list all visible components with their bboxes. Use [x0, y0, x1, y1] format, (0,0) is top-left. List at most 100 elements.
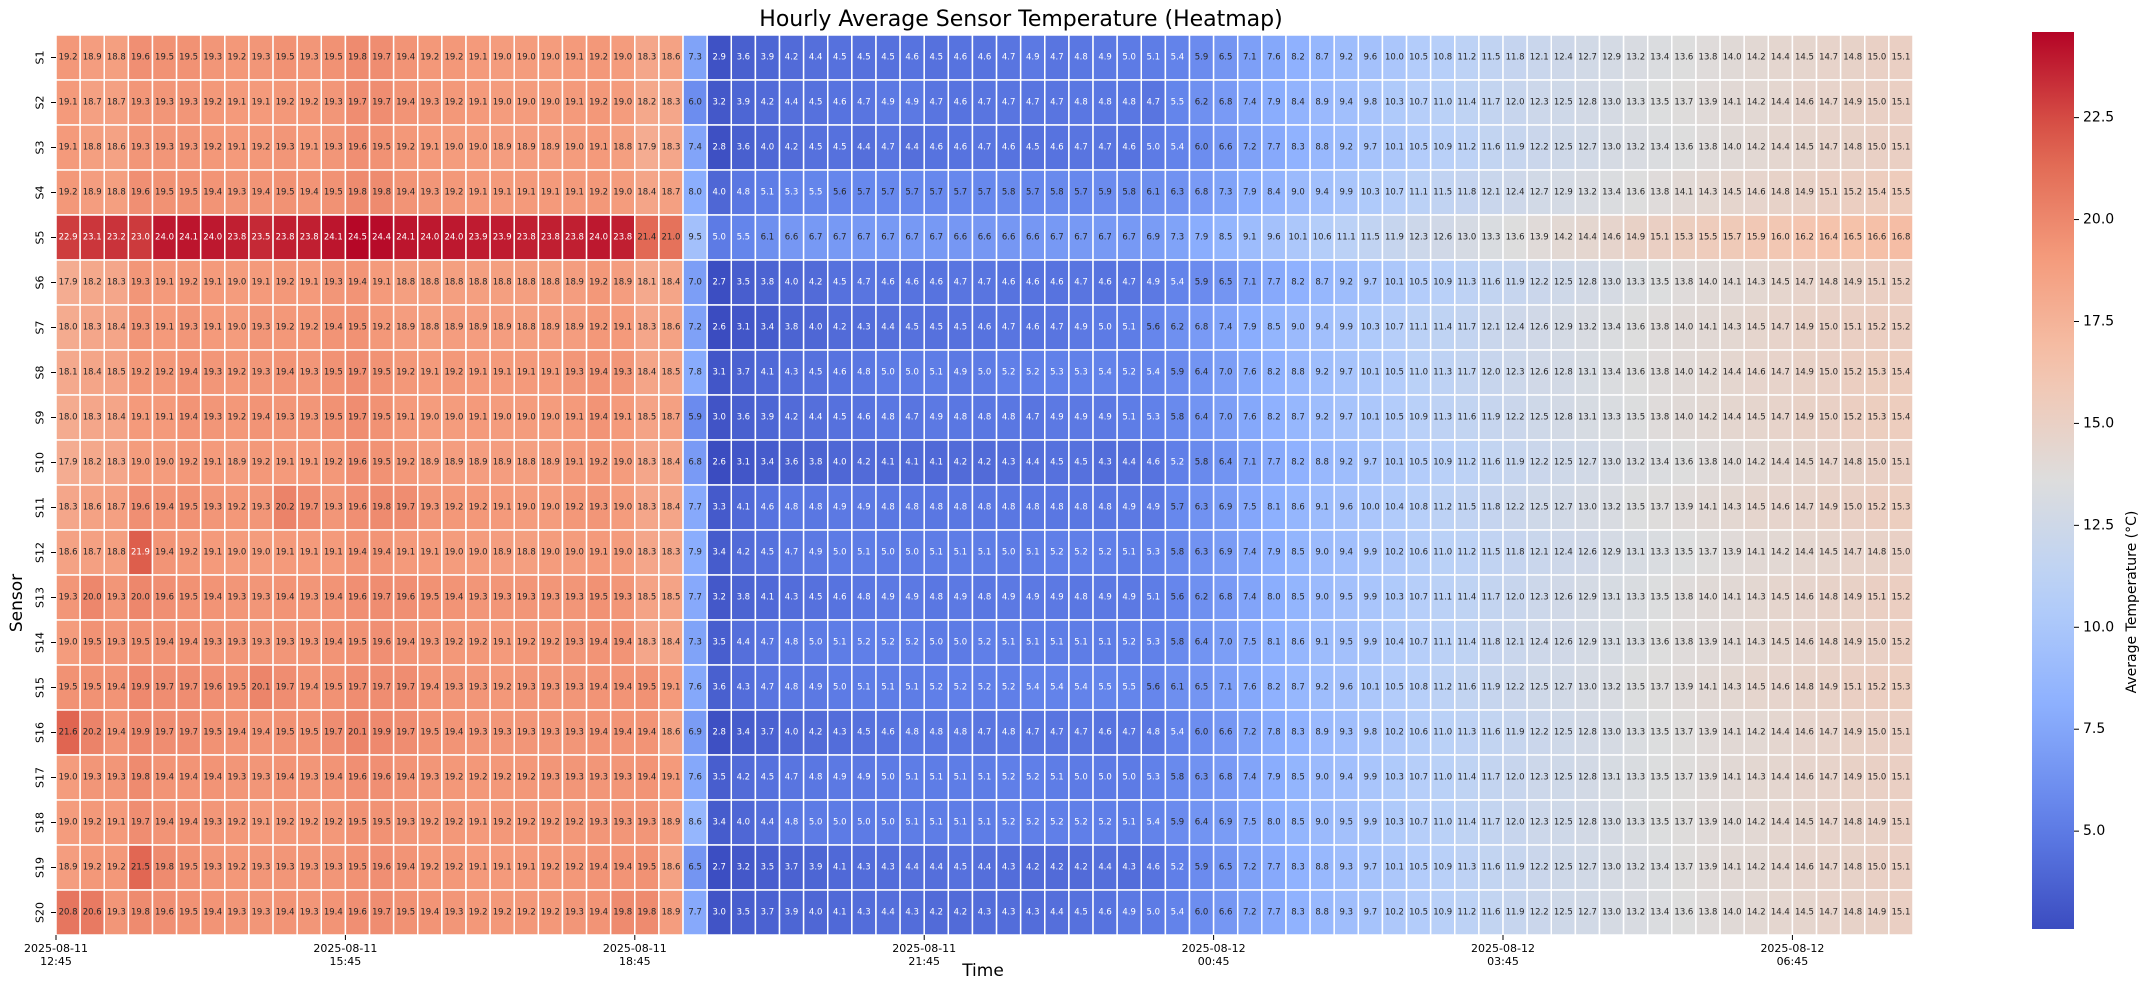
heatmap-cell — [344, 394, 371, 441]
cell-value-label: 20.1 — [252, 683, 271, 693]
cell-value-label: 5.2 — [1026, 368, 1040, 378]
cell-value-label: 18.3 — [637, 53, 656, 63]
cell-value-label: 10.5 — [1409, 908, 1428, 918]
cell-value-label: 10.3 — [1385, 773, 1404, 783]
cell-value-label: 16.5 — [1843, 233, 1862, 243]
heatmap-cell — [1719, 619, 1745, 666]
cell-value-label: 9.9 — [1339, 323, 1353, 333]
cell-value-label: 11.9 — [1506, 728, 1525, 738]
cell-value-label: 19.2 — [444, 818, 463, 828]
cell-value-label: 12.7 — [1578, 863, 1597, 873]
cell-value-label: 7.3 — [1171, 233, 1185, 243]
cell-value-label: 18.8 — [107, 188, 126, 198]
cell-value-label: 13.9 — [1723, 548, 1742, 558]
cell-value-label: 19.5 — [324, 683, 343, 693]
cell-value-label: 15.0 — [1819, 323, 1838, 333]
cell-value-label: 18.9 — [83, 188, 102, 198]
cell-value-label: 13.8 — [1699, 908, 1718, 918]
cell-value-label: 19.1 — [276, 548, 295, 558]
cell-value-label: 13.0 — [1602, 143, 1621, 153]
cell-value-label: 6.6 — [1026, 233, 1040, 243]
cell-value-label: 19.4 — [589, 728, 608, 738]
cell-value-label: 19.2 — [565, 818, 584, 828]
x-tick-label: 2025-08-12 — [1760, 942, 1824, 955]
cell-value-label: 7.1 — [1243, 53, 1257, 63]
heatmap-cell — [1044, 709, 1070, 756]
heatmap-cell — [127, 214, 154, 261]
cell-value-label: 4.9 — [1098, 413, 1112, 423]
heatmap-cell — [1429, 304, 1456, 351]
heatmap-cell — [658, 484, 684, 531]
cell-value-label: 3.4 — [737, 728, 751, 738]
cell-value-label: 5.8 — [1171, 548, 1185, 558]
heatmap-cell — [55, 709, 81, 756]
cell-value-label: 4.0 — [785, 278, 799, 288]
heatmap-cell — [923, 889, 950, 936]
heatmap-cell — [658, 619, 684, 666]
cell-value-label: 10.7 — [1409, 773, 1428, 783]
cell-value-label: 13.0 — [1602, 98, 1621, 108]
cell-value-label: 19.0 — [155, 458, 174, 468]
cell-value-label: 6.3 — [1171, 188, 1185, 198]
cell-value-label: 14.0 — [1699, 278, 1718, 288]
cell-value-label: 19.7 — [372, 908, 391, 918]
heatmap-cell — [1646, 34, 1673, 81]
cell-value-label: 11.2 — [1457, 53, 1476, 63]
cell-value-label: 5.1 — [1026, 548, 1040, 558]
cell-value-label: 10.1 — [1385, 143, 1404, 153]
cell-value-label: 18.4 — [662, 278, 681, 288]
cell-value-label: 18.0 — [59, 323, 78, 333]
cell-value-label: 10.4 — [1385, 638, 1404, 648]
cell-value-label: 12.2 — [1530, 458, 1549, 468]
cell-value-label: 19.4 — [589, 638, 608, 648]
heatmap-cell — [1164, 754, 1191, 801]
cell-value-label: 6.5 — [1219, 53, 1233, 63]
cell-value-label: 4.2 — [930, 908, 944, 918]
cell-value-label: 9.8 — [1364, 98, 1378, 108]
cell-value-label: 5.7 — [881, 188, 895, 198]
heatmap-cell — [851, 169, 877, 216]
cell-value-label: 19.7 — [300, 503, 319, 513]
cell-value-label: 14.7 — [1771, 413, 1790, 423]
cell-value-label: 19.3 — [131, 323, 150, 333]
heatmap-cell — [706, 574, 733, 621]
cell-value-label: 13.5 — [1650, 728, 1669, 738]
cell-value-label: 12.1 — [1530, 548, 1549, 558]
cell-value-label: 5.9 — [1098, 188, 1112, 198]
heatmap-cell — [1285, 709, 1311, 756]
cell-value-label: 18.6 — [83, 503, 102, 513]
cell-value-label: 15.2 — [1867, 503, 1886, 513]
cell-value-label: 19.3 — [179, 323, 198, 333]
heatmap-cell — [1454, 619, 1480, 666]
heatmap-cell — [513, 394, 540, 441]
heatmap-cell — [1333, 574, 1360, 621]
heatmap-cell — [875, 709, 901, 756]
cell-value-label: 11.6 — [1481, 278, 1500, 288]
heatmap-cell — [1454, 34, 1480, 81]
cell-value-label: 5.8 — [1171, 773, 1185, 783]
heatmap-cell — [1309, 259, 1335, 306]
cell-value-label: 18.9 — [396, 323, 415, 333]
heatmap-cell — [1888, 754, 1914, 801]
cell-value-label: 6.6 — [785, 233, 799, 243]
cell-value-label: 10.7 — [1385, 323, 1404, 333]
heatmap-cell — [1888, 484, 1914, 531]
cell-value-label: 4.3 — [905, 908, 919, 918]
cell-value-label: 7.7 — [1267, 278, 1281, 288]
cell-value-label: 16.2 — [1795, 233, 1814, 243]
cell-value-label: 19.1 — [493, 188, 512, 198]
cell-value-label: 18.3 — [662, 143, 681, 153]
cell-value-label: 13.1 — [1602, 773, 1621, 783]
heatmap-cell — [465, 484, 491, 531]
cell-value-label: 13.9 — [1699, 638, 1718, 648]
heatmap-cell — [826, 394, 853, 441]
x-tick-label: 21:45 — [908, 955, 940, 968]
heatmap-cell — [1116, 34, 1143, 81]
cell-value-label: 12.7 — [1578, 143, 1597, 153]
heatmap-cell — [103, 844, 130, 891]
cell-value-label: 12.6 — [1433, 233, 1452, 243]
cell-value-label: 5.3 — [1147, 773, 1161, 783]
cell-value-label: 13.7 — [1650, 683, 1669, 693]
heatmap-cell — [1767, 484, 1794, 531]
heatmap-cell — [465, 889, 491, 936]
